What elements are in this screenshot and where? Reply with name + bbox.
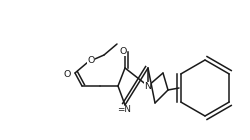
Text: O: O [63,69,70,79]
Text: =N: =N [116,106,130,115]
Text: O: O [119,46,126,55]
Text: N: N [144,81,151,90]
Text: O: O [87,55,94,65]
